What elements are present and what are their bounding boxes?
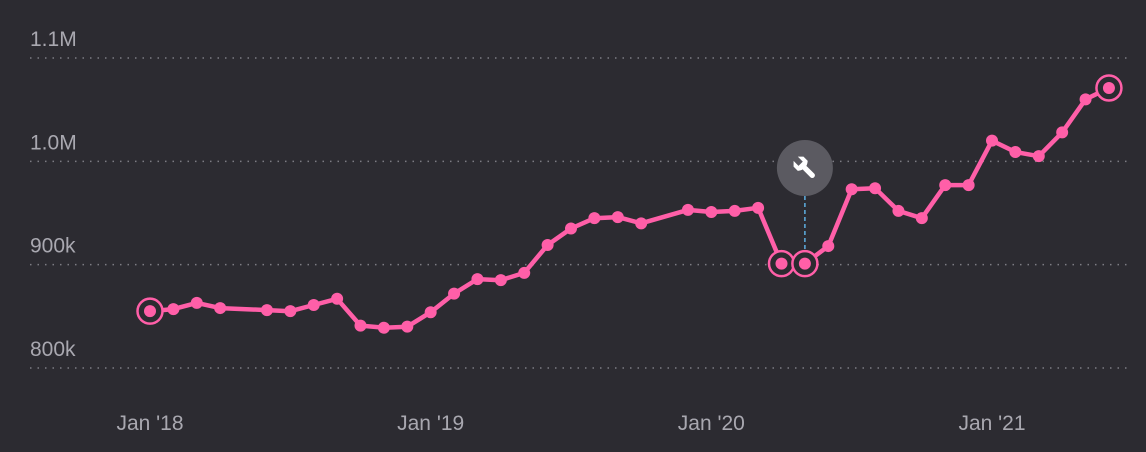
y-tick-label: 1.0M: [30, 131, 77, 154]
data-point[interactable]: [424, 306, 437, 319]
data-point[interactable]: [377, 321, 390, 334]
data-point[interactable]: [448, 287, 461, 300]
data-point[interactable]: [565, 222, 577, 235]
data-point[interactable]: [284, 305, 297, 318]
data-point[interactable]: [541, 239, 554, 252]
y-tick-label: 900k: [30, 235, 76, 258]
data-point[interactable]: [1009, 146, 1022, 159]
data-point[interactable]: [167, 303, 180, 316]
data-point[interactable]: [869, 182, 882, 195]
highlight-point[interactable]: [1102, 81, 1115, 94]
data-point[interactable]: [331, 292, 344, 305]
data-point[interactable]: [892, 204, 905, 217]
data-point[interactable]: [845, 183, 858, 196]
data-point[interactable]: [939, 179, 952, 192]
data-point[interactable]: [588, 212, 601, 225]
data-point[interactable]: [705, 205, 718, 218]
data-point[interactable]: [190, 296, 203, 309]
grid-layer: [30, 57, 1128, 369]
data-point[interactable]: [354, 319, 367, 332]
data-point[interactable]: [401, 320, 414, 333]
data-point[interactable]: [681, 203, 694, 216]
y-tick-label: 800k: [30, 338, 76, 361]
highlight-point[interactable]: [144, 305, 156, 318]
wrench-handle: [802, 165, 815, 179]
data-point[interactable]: [1032, 150, 1045, 163]
data-point[interactable]: [494, 274, 507, 287]
data-point[interactable]: [822, 240, 835, 253]
data-point[interactable]: [728, 204, 741, 217]
data-point[interactable]: [611, 211, 624, 224]
x-tick-label: Jan '21: [958, 412, 1025, 435]
data-point[interactable]: [962, 179, 975, 192]
annotation-layer: [776, 140, 833, 250]
annotation-marker[interactable]: [776, 140, 833, 250]
data-point[interactable]: [1056, 126, 1069, 139]
data-point[interactable]: [260, 304, 273, 317]
y-axis: 800k 900k 1.0M 1.1M: [30, 28, 77, 361]
data-point[interactable]: [635, 217, 648, 230]
wrench-icon: [793, 156, 815, 179]
x-tick-label: Jan '19: [397, 412, 464, 435]
wrench-head: [793, 156, 808, 171]
x-tick-label: Jan '20: [678, 412, 745, 435]
y-tick-label: 1.1M: [30, 28, 77, 51]
x-axis: Jan '18 Jan '19 Jan '20 Jan '21: [116, 412, 1025, 435]
data-point[interactable]: [518, 266, 531, 279]
data-point[interactable]: [752, 201, 765, 214]
data-point[interactable]: [986, 134, 998, 147]
data-point[interactable]: [307, 298, 320, 311]
series-layer: [136, 74, 1123, 334]
data-point[interactable]: [915, 212, 928, 225]
data-point[interactable]: [1079, 93, 1092, 106]
x-tick-label: Jan '18: [116, 412, 183, 435]
data-point[interactable]: [471, 273, 484, 286]
highlight-point[interactable]: [798, 257, 811, 270]
data-point[interactable]: [214, 302, 227, 315]
series-line: [147, 85, 1112, 330]
highlight-point[interactable]: [775, 257, 788, 270]
